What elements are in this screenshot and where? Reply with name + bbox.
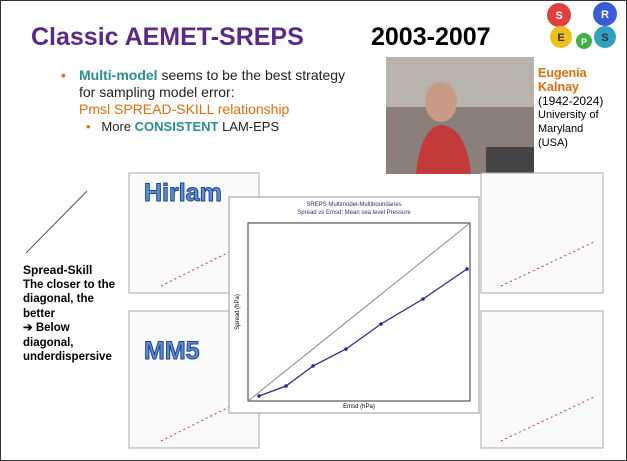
plot-xlabel: Emsd (hPa) <box>343 404 375 410</box>
plot-subtitle: Spread vs Emsd: Mean sea level Pressure <box>297 210 411 216</box>
plot-ylabel: Spread (hPa) <box>235 294 241 330</box>
side-note-title: Spread-Skill <box>23 263 123 278</box>
side-note-body: The closer to the diagonal, the better <box>23 278 123 322</box>
figure-area: Hirlam MM5 SREPS Multimodel-Multiboundar… <box>1 1 626 460</box>
slide: Classic AEMET-SREPS 2003-2007 S R E P S … <box>0 0 627 461</box>
model-label: Hirlam <box>144 179 222 207</box>
side-note: Spread-Skill The closer to the diagonal,… <box>23 263 123 365</box>
model-label: MM5 <box>144 337 200 365</box>
plot-title: SREPS Multimodel-Multiboundaries <box>306 202 401 208</box>
side-note-arrow: ➔ Below diagonal, underdispersive <box>23 321 123 365</box>
